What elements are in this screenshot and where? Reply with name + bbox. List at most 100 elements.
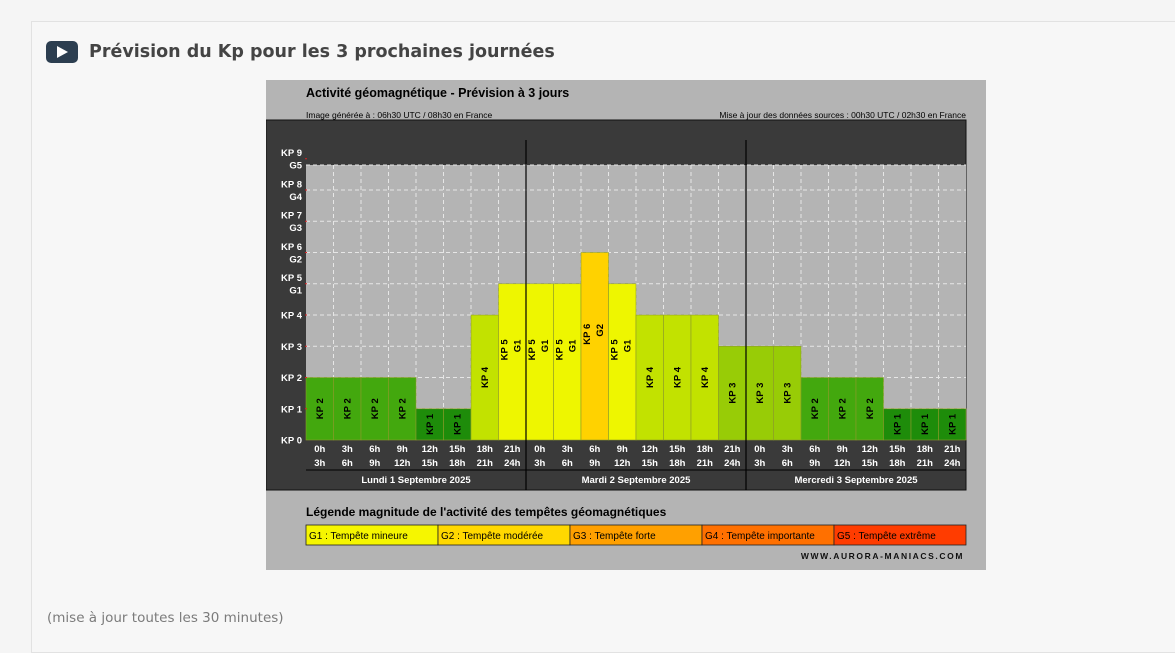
bar-g-label: G1 — [540, 339, 551, 352]
x-slot-end-label: 6h — [342, 458, 353, 469]
credit-text: WWW.AURORA-MANIACS.COM — [801, 551, 964, 561]
bar-kp-label: KP 2 — [370, 398, 381, 419]
generated-time: Image générée à : 06h30 UTC / 08h30 en F… — [306, 110, 492, 120]
x-slot-start-label: 9h — [837, 444, 848, 455]
kp-bar — [360, 377, 389, 441]
x-slot-start-label: 18h — [917, 444, 934, 455]
kp-bar — [828, 377, 857, 441]
x-slot-start-label: 18h — [477, 444, 494, 455]
y-tick-label: G3 — [289, 223, 302, 234]
bar-kp-label: KP 4 — [645, 366, 656, 388]
kp-bar — [938, 408, 967, 441]
bar-kp-label: KP 4 — [700, 366, 711, 388]
bar-kp-label: KP 1 — [920, 413, 931, 435]
x-slot-end-label: 18h — [669, 458, 686, 469]
kp-bar — [443, 408, 472, 441]
kp-bar — [580, 252, 609, 441]
section-header: Prévision du Kp pour les 3 prochaines jo… — [46, 39, 555, 65]
y-tick-label: KP 5 — [281, 273, 303, 284]
x-slot-end-label: 24h — [724, 458, 741, 469]
y-tick-label: KP 8 — [281, 179, 302, 190]
play-icon[interactable] — [46, 41, 78, 63]
x-slot-end-label: 21h — [477, 458, 494, 469]
legend-title: Légende magnitude de l'activité des temp… — [306, 505, 667, 519]
bar-kp-label: KP 4 — [480, 366, 491, 388]
x-slot-start-label: 6h — [809, 444, 820, 455]
x-slot-start-label: 6h — [369, 444, 380, 455]
x-slot-end-label: 12h — [614, 458, 631, 469]
x-slot-end-label: 15h — [422, 458, 439, 469]
bar-g-label: G2 — [595, 324, 606, 337]
legend-label: G2 : Tempête modérée — [441, 531, 544, 542]
y-tick-label: G1 — [289, 286, 302, 297]
x-slot-end-label: 24h — [504, 458, 521, 469]
y-tick-label: KP 4 — [281, 311, 303, 322]
bar-kp-label: KP 5 — [554, 339, 565, 361]
y-tick-label: G2 — [289, 254, 302, 265]
bar-kp-label: KP 3 — [755, 383, 766, 404]
update-note: (mise à jour toutes les 30 minutes) — [47, 610, 284, 626]
kp-bar — [305, 377, 334, 441]
x-slot-start-label: 6h — [589, 444, 600, 455]
bar-kp-label: KP 1 — [452, 413, 463, 435]
legend-label: G4 : Tempête importante — [705, 531, 815, 542]
x-slot-end-label: 6h — [562, 458, 573, 469]
x-slot-end-label: 9h — [589, 458, 600, 469]
source-update-time: Mise à jour des données sources : 00h30 … — [719, 110, 966, 120]
bar-kp-label: KP 3 — [727, 383, 738, 404]
x-slot-start-label: 0h — [314, 444, 325, 455]
y-tick-label: KP 0 — [281, 436, 302, 447]
x-slot-end-label: 21h — [697, 458, 714, 469]
bar-kp-label: KP 2 — [315, 398, 326, 419]
x-slot-start-label: 21h — [944, 444, 961, 455]
bar-kp-label: KP 2 — [342, 398, 353, 419]
x-slot-end-label: 12h — [834, 458, 851, 469]
x-slot-start-label: 3h — [342, 444, 353, 455]
y-tick-label: G5 — [289, 161, 302, 172]
x-slot-end-label: 12h — [394, 458, 411, 469]
bar-g-label: G1 — [512, 339, 523, 352]
kp-bar — [800, 377, 829, 441]
x-slot-end-label: 6h — [782, 458, 793, 469]
x-slot-end-label: 15h — [862, 458, 879, 469]
x-slot-start-label: 0h — [534, 444, 545, 455]
bar-g-label: G1 — [622, 339, 633, 352]
legend-label: G1 : Tempête mineure — [309, 531, 408, 542]
kp-bar — [883, 408, 912, 441]
x-slot-end-label: 3h — [754, 458, 765, 469]
bar-kp-label: KP 2 — [810, 398, 821, 419]
bar-kp-label: KP 5 — [527, 339, 538, 361]
bar-kp-label: KP 1 — [947, 413, 958, 435]
bar-kp-label: KP 1 — [892, 413, 903, 435]
y-tick-label: KP 1 — [281, 404, 303, 415]
kp-bar — [910, 408, 939, 441]
kp-bar — [333, 377, 362, 441]
x-slot-end-label: 3h — [534, 458, 545, 469]
kp-bar — [855, 377, 884, 441]
x-slot-end-label: 9h — [809, 458, 820, 469]
kp-bar — [663, 314, 692, 441]
kp-bar — [553, 283, 582, 441]
x-slot-start-label: 0h — [754, 444, 765, 455]
bar-kp-label: KP 2 — [837, 398, 848, 419]
y-tick-label: KP 2 — [281, 373, 302, 384]
x-slot-start-label: 12h — [642, 444, 659, 455]
chart-title: Activité géomagnétique - Prévision à 3 j… — [306, 86, 569, 100]
x-slot-start-label: 15h — [889, 444, 906, 455]
kp-bar — [608, 283, 637, 441]
legend-label: G5 : Tempête extrême — [837, 531, 936, 542]
x-slot-start-label: 3h — [562, 444, 573, 455]
x-slot-start-label: 15h — [449, 444, 466, 455]
y-tick-label: KP 7 — [281, 211, 302, 222]
bar-kp-label: KP 5 — [609, 339, 620, 361]
x-slot-end-label: 18h — [449, 458, 466, 469]
x-slot-start-label: 12h — [422, 444, 439, 455]
bar-kp-label: KP 1 — [425, 413, 436, 435]
x-slot-start-label: 3h — [782, 444, 793, 455]
x-slot-end-label: 24h — [944, 458, 961, 469]
day-label: Mardi 2 Septembre 2025 — [582, 475, 691, 486]
x-slot-start-label: 15h — [669, 444, 686, 455]
bar-kp-label: KP 3 — [782, 383, 793, 404]
bar-kp-label: KP 5 — [499, 339, 510, 361]
x-slot-start-label: 9h — [617, 444, 628, 455]
